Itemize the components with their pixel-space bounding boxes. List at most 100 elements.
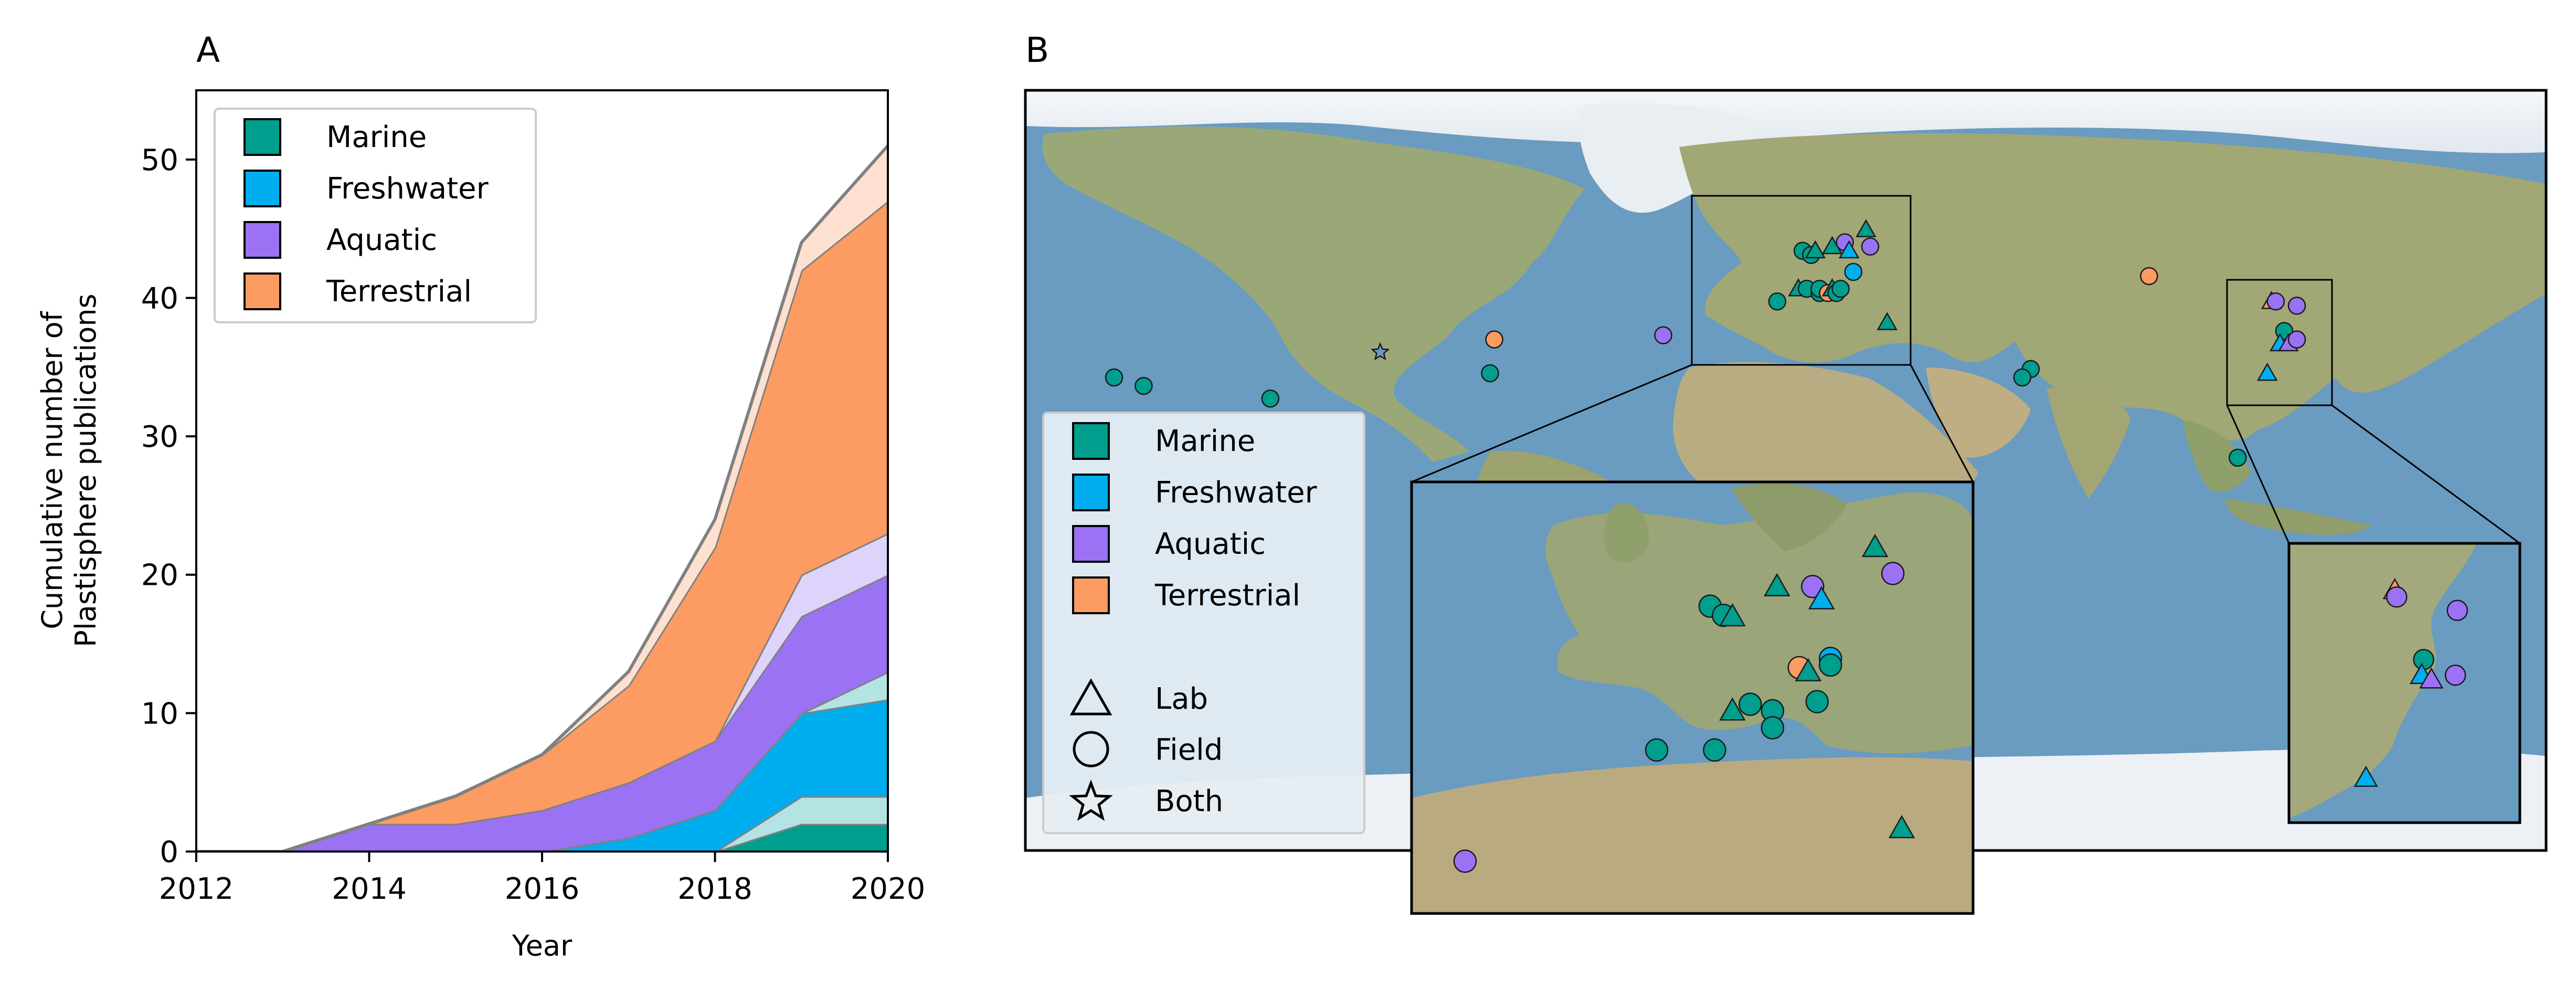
land-eurasia: [1679, 133, 2546, 441]
aquatic-field-marker: [2287, 297, 2306, 315]
legend-label-terrestrial: Terrestrial: [1154, 579, 1300, 613]
marine-field-marker: [2013, 368, 2032, 387]
legend-swatch-terrestrial: [1072, 576, 1110, 614]
marine-field-marker: [1703, 738, 1726, 762]
x-tick-label-2016: 2016: [505, 872, 580, 906]
y-tick-label-10: 10: [141, 697, 178, 731]
aquatic-field-marker: [1654, 326, 1672, 344]
panel-a-ticks: 2012 2014 2016 2018 2020 0 10 20 30 40 50: [141, 143, 926, 906]
legend-label-terrestrial: Terrestrial: [326, 275, 472, 309]
europe-inset: [1410, 480, 1975, 915]
y-axis-label-line-2: Plastisphere publications: [69, 293, 102, 647]
legend-swatch-marine: [243, 118, 281, 156]
china-inset-land: [2289, 543, 2477, 819]
x-tick-label-2014: 2014: [332, 872, 407, 906]
land-greenland: [1579, 103, 1758, 213]
aquatic-field-marker: [2446, 600, 2468, 621]
both-both-marker: [1370, 342, 1390, 361]
europe-inset-land: [1545, 492, 1973, 753]
legend-label-aquatic: Aquatic: [1155, 527, 1266, 561]
marine-field-marker: [1761, 716, 1785, 740]
marine-field-marker: [1805, 690, 1829, 713]
legend-label-freshwater: Freshwater: [1155, 476, 1318, 510]
aquatic-field-marker: [2266, 292, 2285, 311]
europe-locator-box: [1691, 195, 1912, 366]
terrestrial-field-marker: [1485, 330, 1503, 349]
marine-lab-marker: [1861, 533, 1889, 558]
legend-label-freshwater: Freshwater: [326, 172, 489, 206]
legend-label-marine: Marine: [1155, 424, 1255, 458]
panel-b-legend-frame: [1042, 412, 1365, 834]
panel-b-label: B: [1025, 30, 1049, 70]
marine-field-marker: [1831, 279, 1850, 298]
europe-connector-right: [1910, 364, 1974, 482]
circle-icon: [1073, 731, 1109, 768]
stacked-area-layers: [196, 144, 888, 852]
marine-field-marker: [1261, 389, 1280, 408]
legend-swatch-aquatic: [243, 221, 281, 259]
land-indonesia: [2225, 499, 2372, 535]
x-tick-label-2020: 2020: [851, 872, 926, 906]
area-aquatic: [196, 574, 888, 852]
terrestrial-field-marker: [2140, 267, 2158, 286]
y-tick-label-50: 50: [141, 143, 178, 177]
legend-swatch-freshwater: [1072, 474, 1110, 511]
freshwater-lab-marker: [1838, 240, 1860, 259]
marine-field-marker: [1768, 292, 1787, 311]
legend-label-marine: Marine: [326, 120, 427, 154]
china-inset-frame: [2287, 542, 2521, 824]
legend-swatch-freshwater: [243, 170, 281, 207]
marine-field-marker: [1645, 738, 1669, 762]
y-tick-label-0: 0: [160, 835, 178, 869]
china-connector-left: [2226, 405, 2290, 544]
y-tick-label-20: 20: [141, 559, 178, 593]
aquatic-field-marker: [2287, 330, 2306, 349]
marine-field-marker: [1738, 692, 1762, 716]
freshwater-lab-marker: [2354, 765, 2378, 787]
area-layer-light-7-edge: [196, 144, 888, 852]
europe-inset-markers: [1453, 533, 1915, 873]
marine-field-marker: [2229, 448, 2247, 467]
land-india: [2047, 387, 2130, 499]
aquatic-field-marker: [1861, 237, 1880, 256]
area-marine: [196, 824, 888, 852]
arctic-ice: [1025, 90, 2546, 153]
china-inset: [2287, 542, 2521, 824]
marine-lab-marker: [1795, 658, 1822, 681]
marine-lab-marker: [1856, 219, 1877, 237]
legend-swatch-aquatic: [1072, 525, 1110, 563]
y-axis-label-line-1: Cumulative number of: [36, 310, 69, 629]
aquatic-field-marker: [1881, 562, 1905, 585]
marine-lab-marker: [1888, 815, 1915, 838]
freshwater-lab-marker: [1808, 586, 1835, 610]
marine-lab-marker: [1764, 573, 1790, 596]
europe-connector-left: [1411, 364, 1692, 483]
x-tick-label-2012: 2012: [159, 872, 234, 906]
legend-swatch-terrestrial: [243, 272, 281, 310]
star-icon: [1069, 779, 1113, 821]
panel-a-area-chart: A 2012 2014 2016 2018 2020 0 10 20 30 40 50 Year C…: [36, 30, 925, 962]
europe-inset-frame: [1410, 480, 1975, 915]
europe-inset-uk: [1604, 503, 1649, 563]
legend-swatch-marine: [1072, 422, 1110, 460]
x-axis-label: Year: [512, 929, 573, 962]
marine-lab-marker: [1877, 312, 1897, 330]
china-inset-markers: [2354, 577, 2468, 787]
marine-field-marker: [1481, 364, 1499, 383]
panel-a-legend-frame: [214, 108, 537, 323]
freshwater-lab-marker: [2256, 362, 2278, 381]
legend-label-field: Field: [1155, 733, 1223, 767]
land-north-america: [1042, 126, 1585, 463]
land-southeast-asia: [2183, 420, 2251, 492]
marine-lab-marker: [1805, 240, 1826, 259]
legend-label-aquatic: Aquatic: [326, 223, 437, 257]
aquatic-field-marker: [2386, 586, 2408, 608]
marine-field-marker: [1819, 653, 1842, 677]
panel-a-legend: Marine Freshwater Aquatic Terrestrial: [214, 108, 537, 323]
china-locator-box: [2226, 279, 2333, 406]
aquatic-field-marker: [1453, 849, 1477, 873]
land-arabia: [1926, 367, 2031, 458]
marine-field-marker: [1105, 368, 1123, 387]
marine-lab-marker: [1719, 603, 1746, 627]
